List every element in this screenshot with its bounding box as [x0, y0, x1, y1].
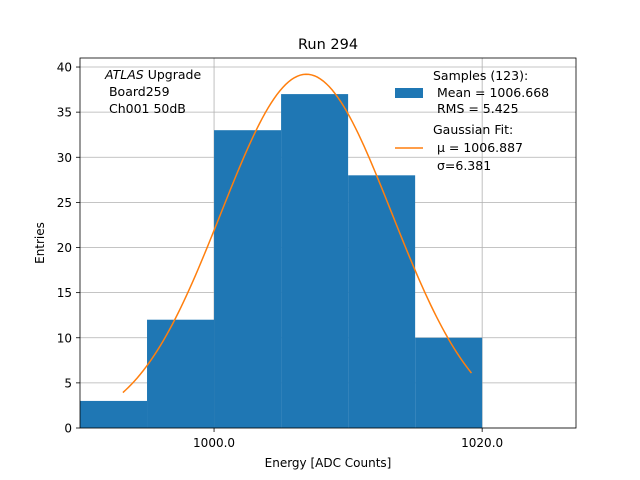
y-tick-label-2: 10 — [57, 331, 72, 345]
histogram-bar-0 — [80, 400, 148, 428]
legend-samples-swatch — [395, 88, 423, 98]
histogram-bars — [80, 94, 483, 428]
y-tick-label-8: 40 — [57, 61, 72, 75]
y-axis-label: Entries — [33, 222, 47, 264]
annotation-line-3: Ch001 50dB — [105, 101, 186, 116]
y-axis-ticks: 0 5 10 15 20 25 30 35 40 — [57, 61, 80, 436]
legend-samples-rms: RMS = 5.425 — [433, 101, 519, 116]
gaussian-fit-curve — [122, 73, 473, 394]
y-tick-label-6: 30 — [57, 151, 72, 165]
annotation-atlas: ATLAS — [104, 67, 144, 82]
histogram-bar-1 — [147, 319, 215, 428]
y-tick-label-0: 0 — [64, 422, 72, 436]
atlas-annotation: ATLAS Upgrade Board259 Ch001 50dB — [104, 67, 201, 116]
legend-fit-sigma: σ=6.381 — [433, 158, 491, 173]
legend-fit-mu: μ = 1006.887 — [433, 140, 523, 155]
legend-fit-title: Gaussian Fit: — [433, 122, 513, 137]
annotation-line-1: ATLAS Upgrade — [104, 67, 201, 82]
y-tick-label-4: 20 — [57, 241, 72, 255]
x-axis-label: Energy [ADC Counts] — [265, 456, 392, 470]
histogram-bar-2 — [214, 130, 282, 428]
legend-samples-title: Samples (123): — [433, 68, 528, 83]
chart-title: Run 294 — [298, 37, 358, 53]
y-tick-label-5: 25 — [57, 196, 72, 210]
histogram-bar-3 — [281, 94, 349, 428]
y-tick-label-7: 35 — [57, 106, 72, 120]
x-tick-label-0: 1000.0 — [193, 436, 235, 450]
histogram-bar-4 — [348, 175, 416, 428]
y-tick-label-1: 5 — [64, 376, 72, 390]
x-tick-label-1: 1020.0 — [461, 436, 503, 450]
annotation-line-2: Board259 — [105, 84, 170, 99]
legend-samples-mean: Mean = 1006.668 — [433, 85, 549, 100]
histogram-bar-5 — [415, 337, 483, 428]
annotation-upgrade: Upgrade — [144, 67, 202, 82]
y-tick-label-3: 15 — [57, 286, 72, 300]
x-axis-ticks: 1000.0 1020.0 — [193, 428, 503, 450]
legend: Samples (123): Mean = 1006.668 RMS = 5.4… — [395, 68, 549, 173]
plot-frame — [79, 57, 577, 429]
